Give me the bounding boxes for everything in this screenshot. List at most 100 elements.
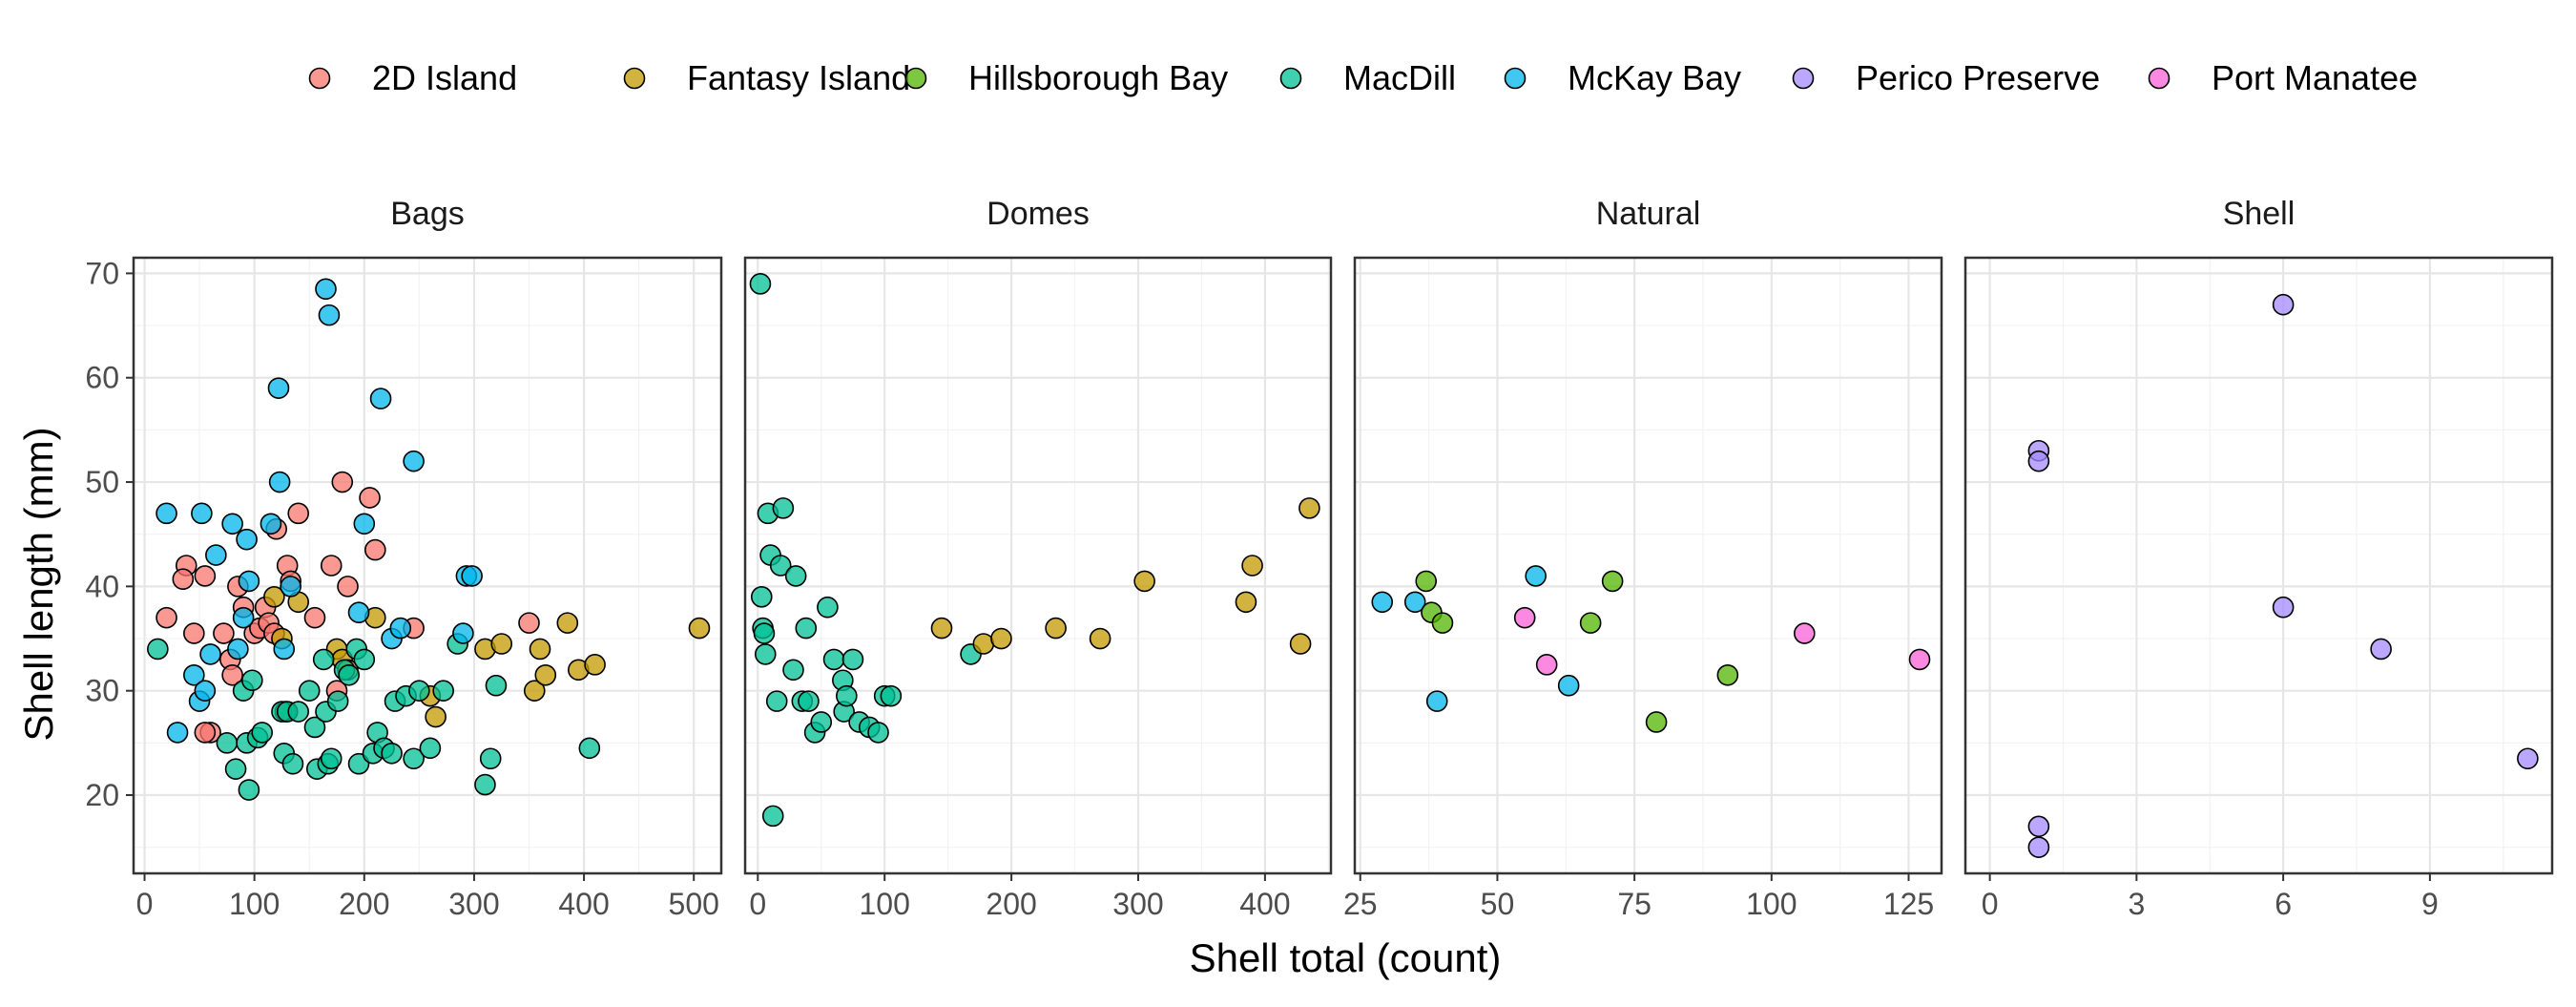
legend-label-port-manatee: Port Manatee (2212, 58, 2418, 97)
x-tick-label: 0 (136, 887, 154, 921)
x-tick-label: 400 (558, 887, 609, 921)
y-tick-label: 20 (85, 778, 119, 812)
data-point-fantasy-island (1241, 555, 1263, 577)
panel-frame-domes (743, 256, 1333, 875)
panel-natural: Natural 25 50 75 100 125 (1343, 196, 1943, 921)
y-tick-label: 30 (85, 674, 119, 708)
panel-points-natural (1371, 565, 1931, 733)
data-point-macdill (485, 674, 508, 697)
data-point-fantasy-island (529, 638, 551, 661)
x-axis-title: Shell total (count) (1190, 935, 1502, 980)
panel-grid-domes (745, 258, 1331, 873)
data-point-mckay-bay (205, 544, 227, 566)
data-point-macdill (841, 648, 864, 671)
x-tick-label: 3 (2128, 887, 2145, 921)
data-point-port-manatee (1794, 622, 1816, 644)
data-point-mckay-bay (194, 680, 217, 702)
data-point-2d-island (194, 722, 217, 744)
data-point-mckay-bay (166, 722, 189, 744)
data-point-macdill (880, 684, 903, 707)
x-tick-label: 9 (2421, 887, 2439, 921)
data-point-mckay-bay (183, 663, 205, 686)
data-point-macdill (761, 805, 784, 828)
data-point-port-manatee (1513, 606, 1536, 629)
data-point-2d-island (518, 612, 540, 634)
data-point-fantasy-island (490, 633, 513, 655)
panel-domes: Domes 0 100 200 300 400 (743, 196, 1333, 921)
data-point-mckay-bay (267, 377, 290, 399)
data-point-macdill (749, 273, 772, 295)
data-point-perico-preserve (2370, 638, 2392, 661)
data-point-hillsborough-bay (1415, 570, 1438, 593)
data-point-2d-island (287, 502, 310, 525)
data-point-mckay-bay (1403, 591, 1426, 614)
data-point-macdill (784, 565, 807, 587)
y-tick-label: 50 (85, 465, 119, 499)
data-point-mckay-bay (260, 513, 282, 535)
data-point-macdill (251, 722, 274, 744)
legend-key-mckay-bay (1504, 67, 1527, 90)
data-point-fantasy-island (556, 612, 579, 634)
data-point-macdill (241, 669, 263, 692)
data-point-macdill (408, 680, 430, 702)
legend-label-2d-island: 2D Island (372, 58, 517, 97)
data-point-fantasy-island (1045, 617, 1067, 640)
data-point-macdill (822, 648, 845, 671)
data-point-perico-preserve (2027, 836, 2050, 858)
data-point-macdill (238, 779, 260, 801)
data-point-fantasy-island (930, 617, 953, 640)
data-point-macdill (312, 648, 335, 671)
legend-key-macdill (1279, 67, 1302, 90)
data-point-mckay-bay (1557, 674, 1580, 697)
data-point-macdill (298, 680, 321, 702)
data-point-mckay-bay (353, 513, 376, 535)
data-point-fantasy-island (584, 654, 606, 676)
data-point-macdill (795, 617, 818, 640)
data-point-mckay-bay (191, 502, 213, 525)
data-point-fantasy-island (1235, 591, 1257, 614)
data-point-perico-preserve (2027, 815, 2050, 838)
data-point-fantasy-island (425, 705, 447, 728)
legend-label-fantasy-island: Fantasy Island (687, 58, 910, 97)
data-point-macdill (432, 680, 454, 702)
panel-title-domes: Domes (987, 196, 1090, 232)
data-point-macdill (419, 737, 442, 760)
data-point-2d-island (194, 565, 217, 587)
data-point-macdill (147, 638, 169, 661)
data-point-macdill (798, 690, 820, 712)
data-point-mckay-bay (315, 278, 337, 301)
data-point-macdill (381, 742, 403, 765)
data-point-mckay-bay (369, 388, 392, 409)
data-point-fantasy-island (990, 627, 1012, 650)
panel-frame-shell (1963, 256, 2554, 875)
data-point-fantasy-island (1089, 627, 1111, 650)
data-point-perico-preserve (2027, 450, 2050, 472)
legend-label-hillsborough-bay: Hillsborough Bay (968, 58, 1228, 97)
x-tick-label: 500 (669, 887, 719, 921)
data-point-mckay-bay (232, 606, 255, 629)
x-tick-label: 100 (859, 887, 909, 921)
data-point-2d-island (213, 622, 235, 644)
x-tick-label: 200 (986, 887, 1036, 921)
legend-item-perico-preserve: Perico Preserve (1792, 58, 2100, 97)
data-point-macdill (578, 737, 601, 760)
data-point-2d-island (183, 622, 205, 644)
data-point-mckay-bay (268, 471, 291, 493)
data-point-2d-island (156, 606, 177, 629)
data-point-fantasy-island (534, 663, 557, 686)
panel-grid-natural (1355, 258, 1942, 873)
data-point-fantasy-island (263, 585, 285, 608)
data-point-macdill (281, 752, 304, 775)
legend-item-fantasy-island: Fantasy Island (623, 58, 910, 97)
y-tick-label: 40 (85, 569, 119, 603)
data-point-macdill (353, 648, 376, 671)
data-point-fantasy-island (523, 680, 546, 702)
data-point-mckay-bay (238, 570, 260, 593)
data-point-mckay-bay (1425, 690, 1448, 712)
x-tick-label: 25 (1343, 887, 1378, 921)
data-point-macdill (224, 758, 247, 780)
panel-frame-bags (132, 256, 723, 875)
legend-item-port-manatee: Port Manatee (2148, 58, 2418, 97)
legend-key-perico-preserve (1792, 67, 1815, 90)
